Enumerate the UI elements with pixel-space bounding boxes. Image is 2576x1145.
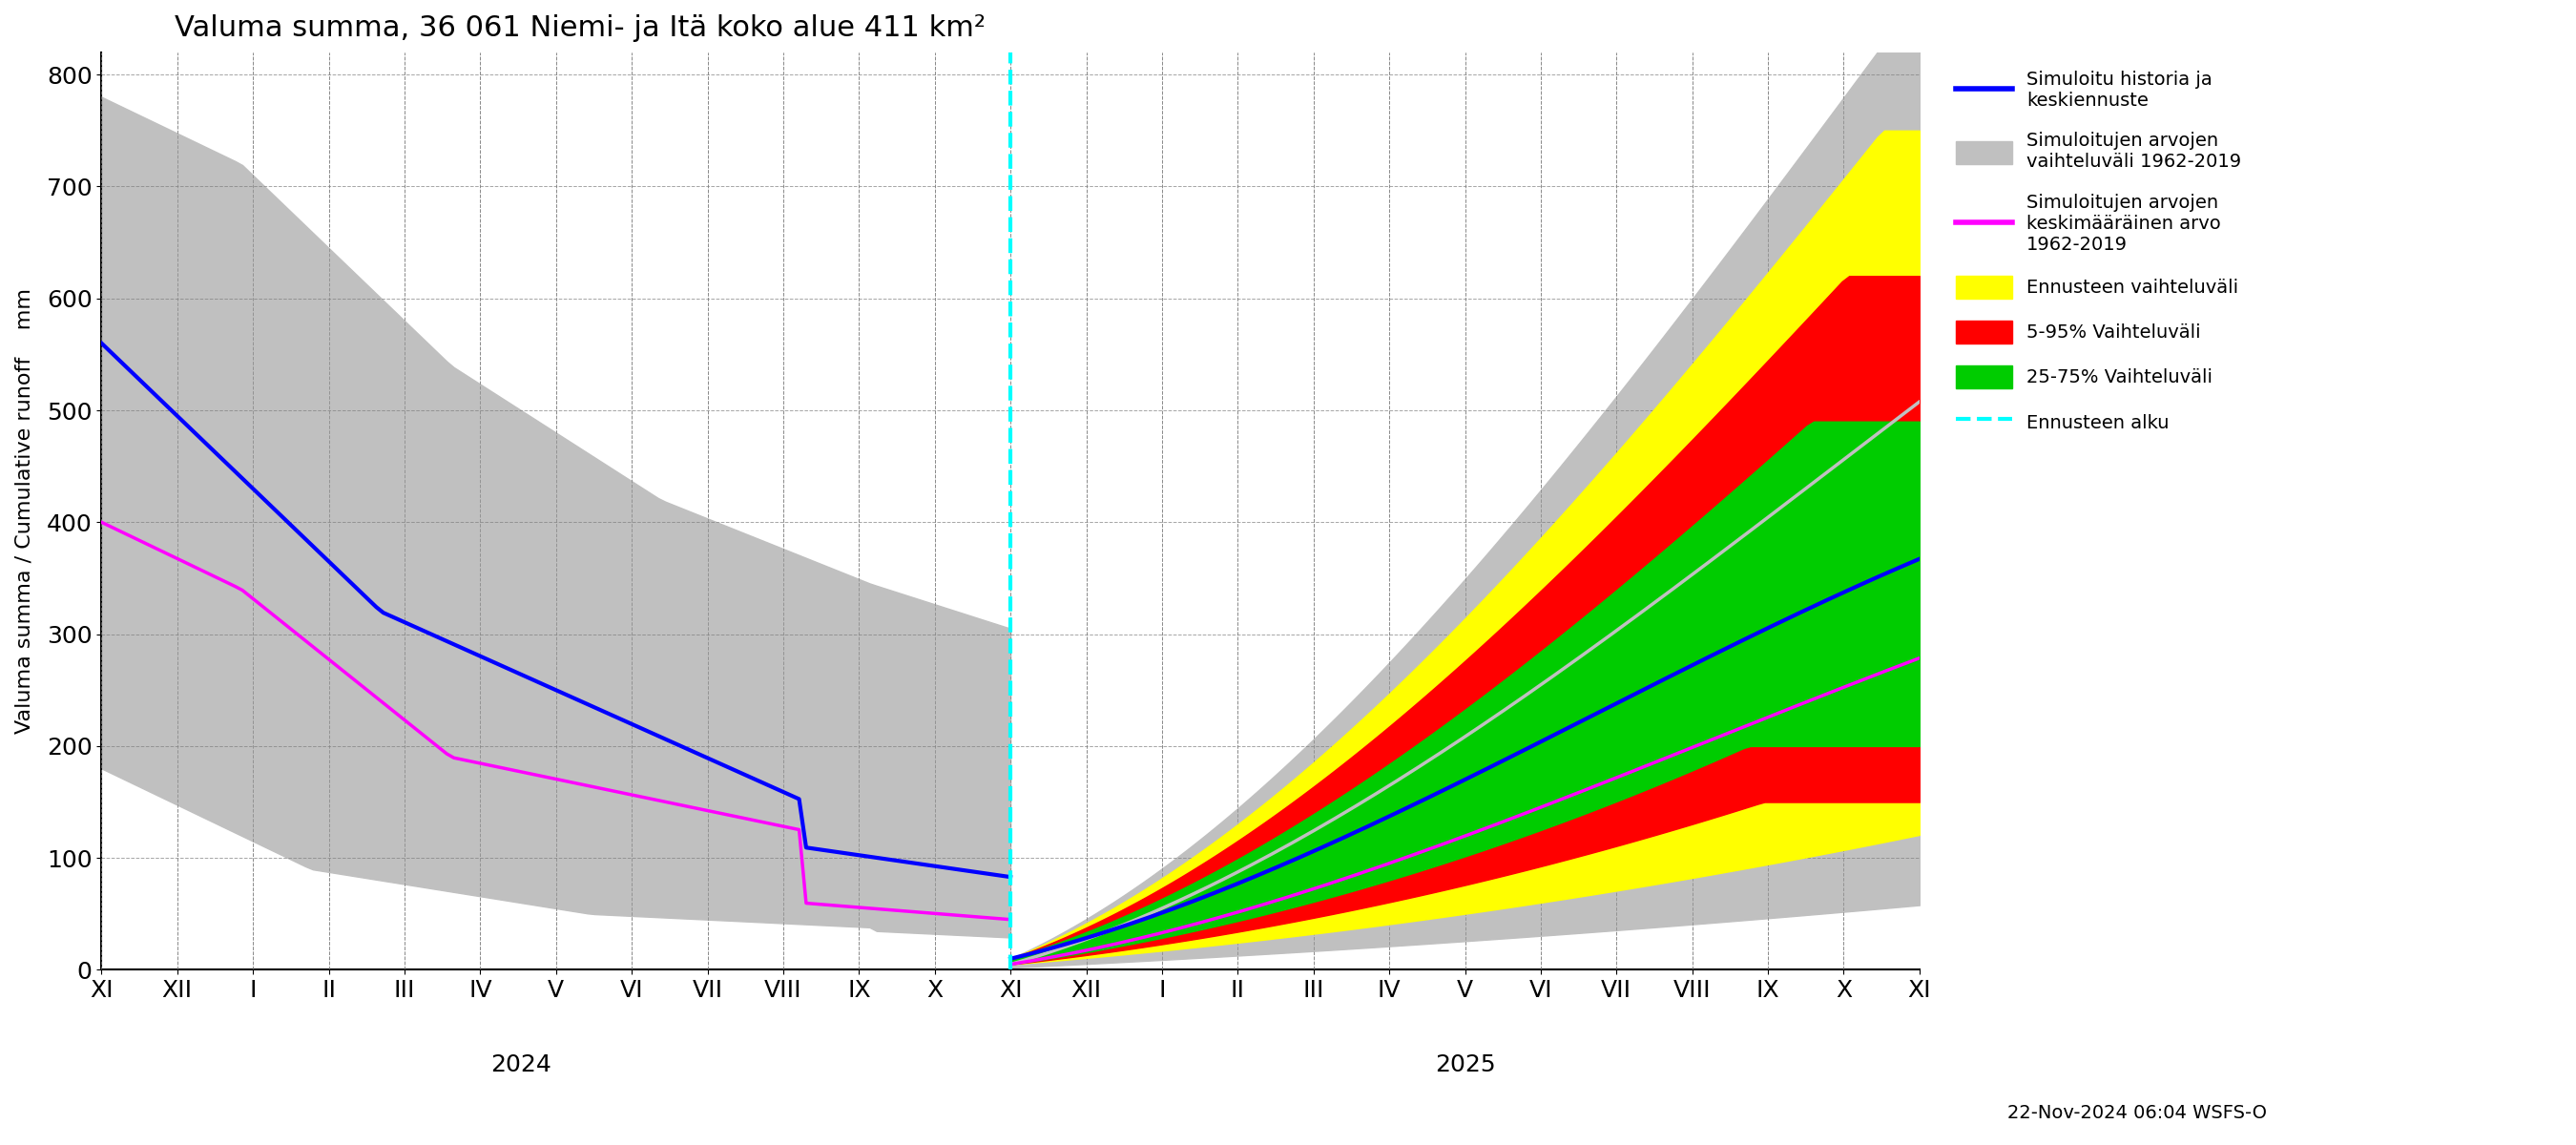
- Y-axis label: Valuma summa / Cumulative runoff    mm: Valuma summa / Cumulative runoff mm: [15, 289, 33, 734]
- Text: 2025: 2025: [1435, 1053, 1494, 1076]
- Text: Valuma summa, 36 061 Niemi- ja Itä koko alue 411 km²: Valuma summa, 36 061 Niemi- ja Itä koko …: [175, 14, 984, 42]
- Text: 22-Nov-2024 06:04 WSFS-O: 22-Nov-2024 06:04 WSFS-O: [2007, 1104, 2267, 1122]
- Text: 2024: 2024: [489, 1053, 551, 1076]
- Legend: Simuloitu historia ja
keskiennuste, Simuloitujen arvojen
vaihteluväli 1962-2019,: Simuloitu historia ja keskiennuste, Simu…: [1947, 62, 2251, 442]
